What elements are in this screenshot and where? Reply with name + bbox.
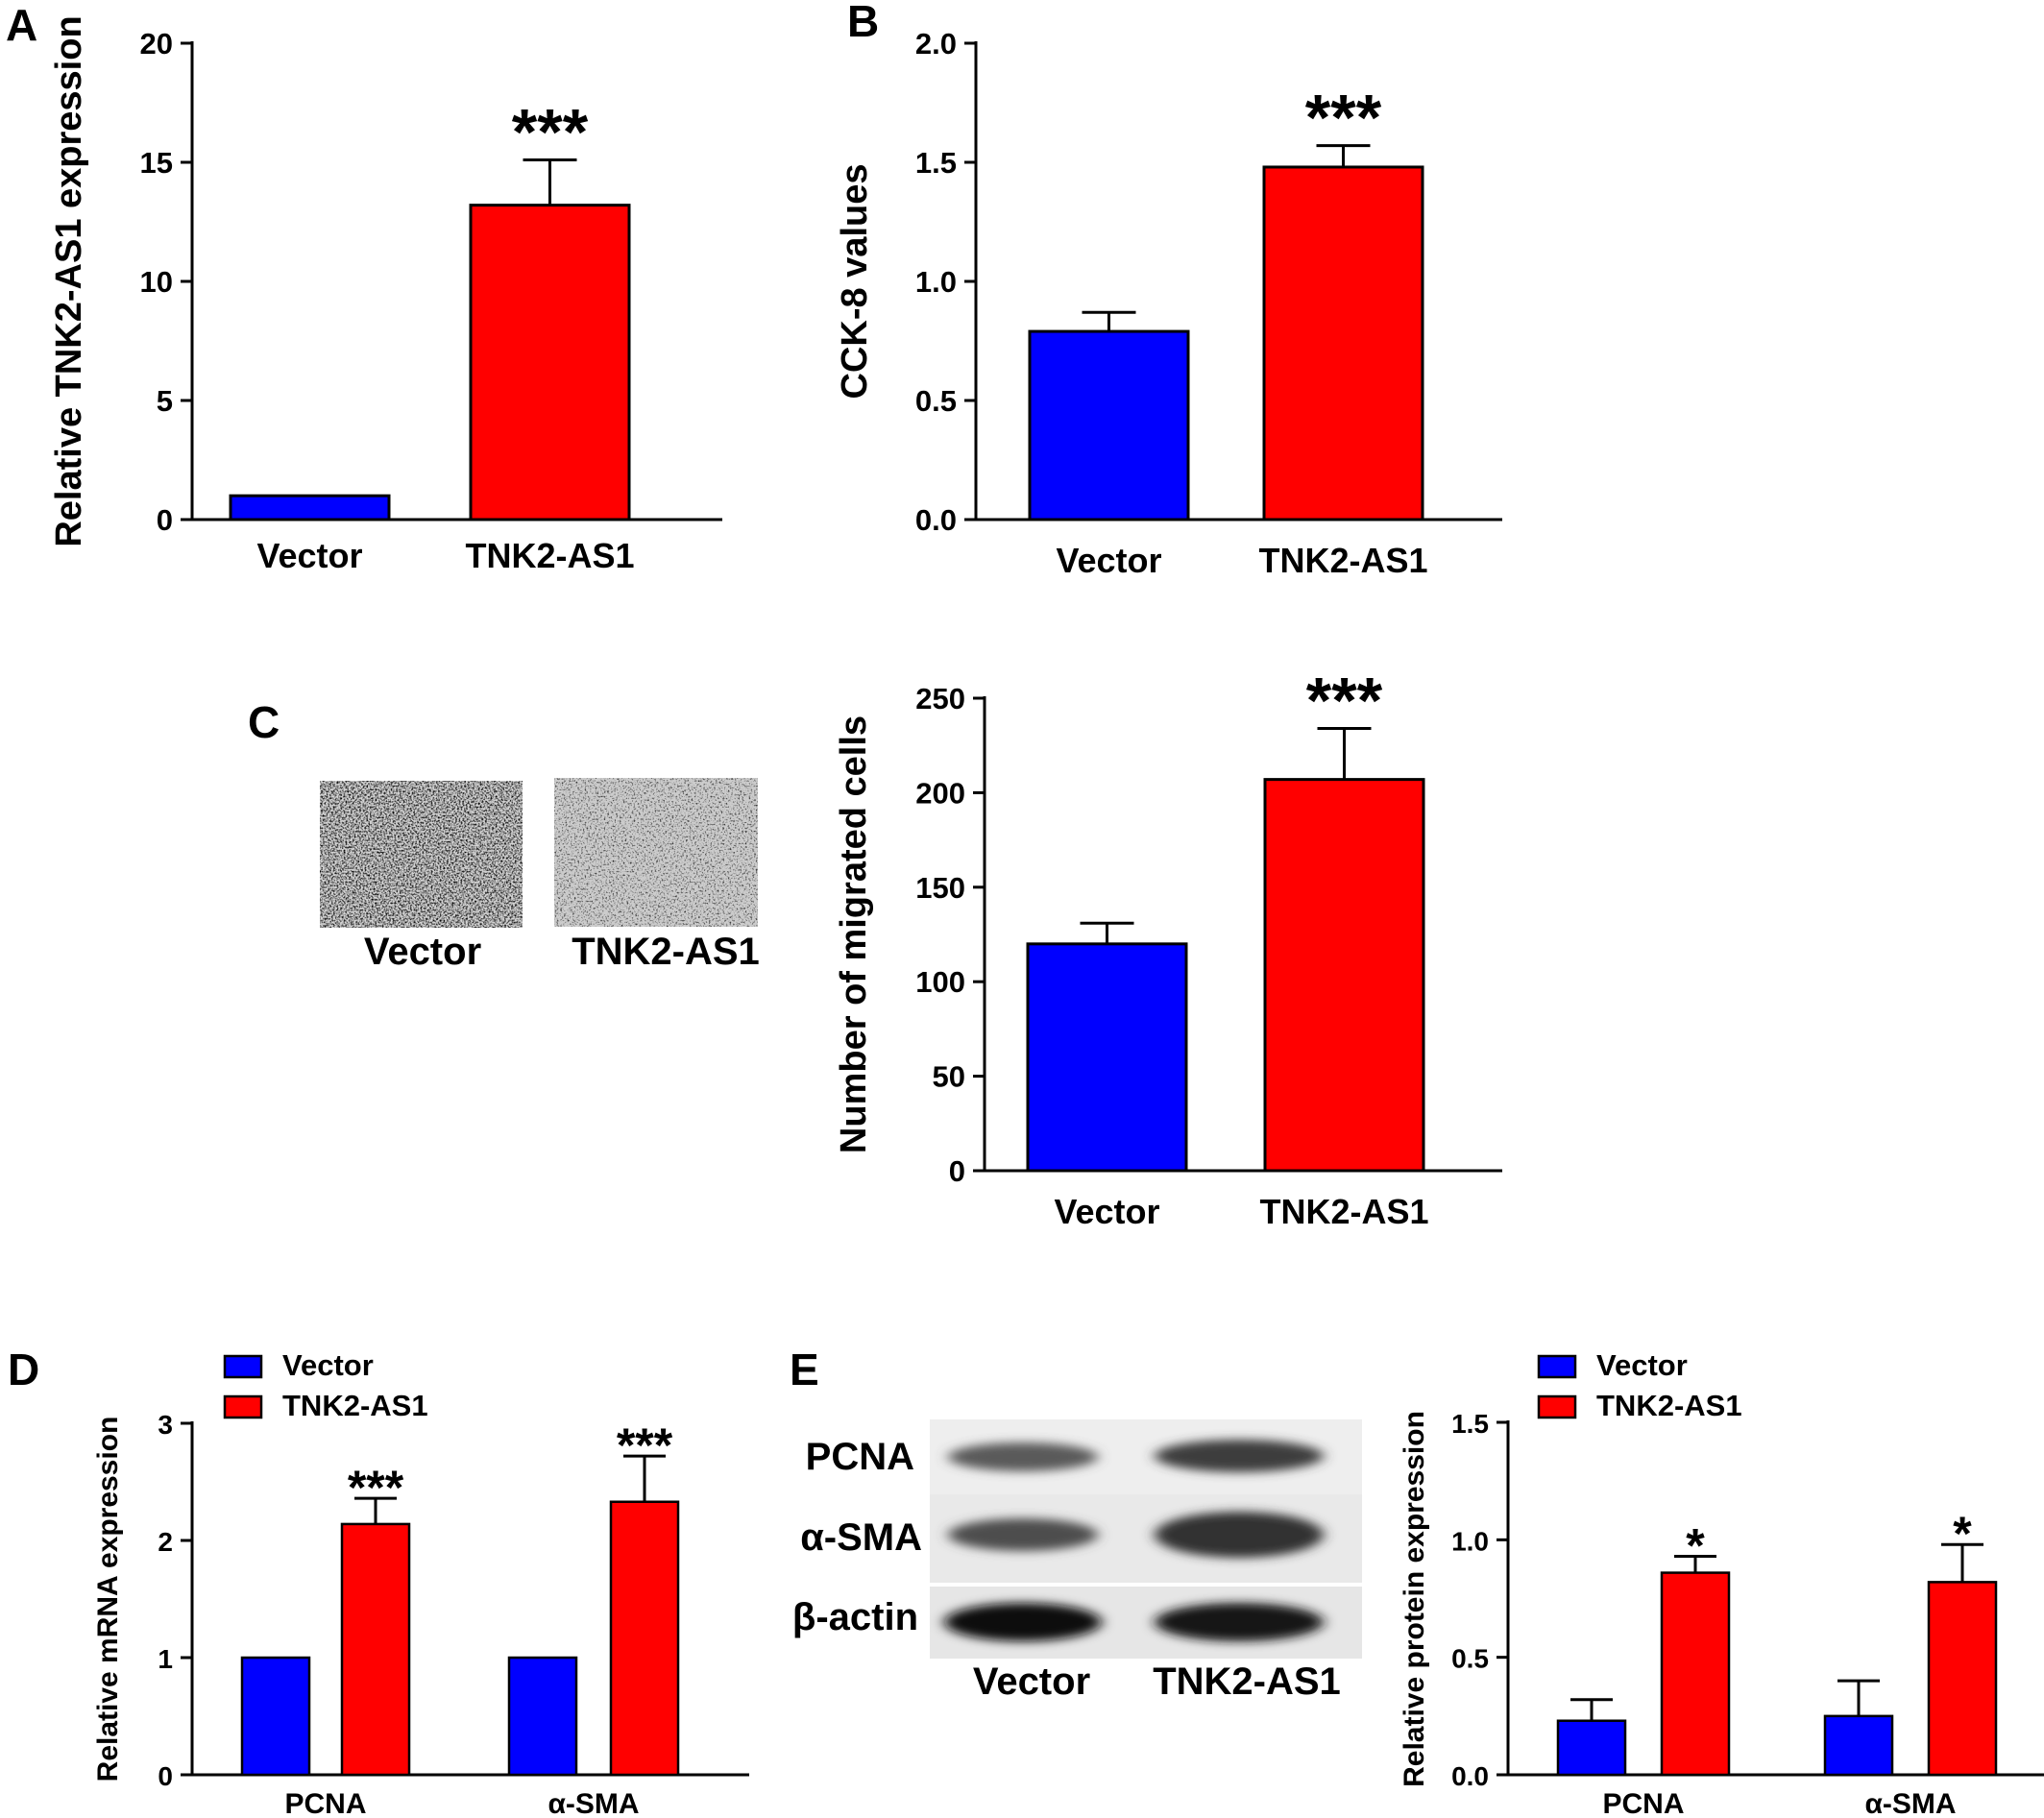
y-tick-label: 1.0: [915, 265, 957, 299]
legend-swatch-tnk2: [1537, 1394, 1577, 1419]
x-tick-label: α-SMA: [548, 1788, 639, 1818]
bar-vector: [240, 1656, 311, 1777]
bar-vector: [1823, 1714, 1894, 1777]
y-axis-label: CCK-8 values: [835, 164, 875, 400]
y-tick-label: 1.5: [915, 146, 957, 180]
blot-row-asma: α-SMA: [800, 1516, 922, 1559]
western-blot: PCNA α-SMA β-actin Vector TNK2-AS1: [792, 1419, 1362, 1703]
significance-marker: ***: [1305, 82, 1382, 155]
bar-tnk2: [1263, 778, 1425, 1173]
y-tick-label: 2: [158, 1527, 173, 1557]
blot-row-pcna: PCNA: [806, 1436, 914, 1478]
band-pcna-tnk2: [1155, 1440, 1324, 1472]
bar-tnk2: [1927, 1581, 1998, 1777]
y-tick-label: 250: [915, 682, 965, 715]
legend-swatch-vector: [223, 1354, 263, 1379]
x-tick-label: Vector: [1056, 541, 1161, 580]
y-tick-label: 150: [915, 871, 965, 905]
band-actin-vector: [944, 1603, 1102, 1641]
bar-vector: [229, 494, 391, 521]
bar-tnk2: [1660, 1571, 1731, 1777]
chart-e: 0.0 0.5 1.0 1.5 Relative protein expression *…: [1399, 1348, 2044, 1818]
bar-vector: [507, 1656, 578, 1777]
x-tick-label: Vector: [1054, 1192, 1159, 1231]
y-tick-label: 20: [140, 27, 173, 61]
micrograph-tnk2-texture: [554, 778, 758, 927]
y-tick-label: 10: [140, 265, 173, 299]
legend-label-vector: Vector: [282, 1348, 374, 1382]
bar-tnk2: [340, 1522, 411, 1777]
chart-b: 0.0 0.5 1.0 1.5 2.0 CCK-8 values Vector TNK2-AS…: [835, 27, 1502, 580]
chart-a: 0 5 10 15 20 Relative TNK2-AS1 expression Vect…: [49, 15, 722, 575]
y-tick-label: 0: [157, 503, 173, 537]
x-tick-label: α-SMA: [1864, 1788, 1956, 1818]
band-pcna-vector: [948, 1442, 1098, 1471]
chart-d: 0 1 2 3 Relative mRNA expression *** PCNA *** α-…: [92, 1348, 749, 1818]
y-tick-label: 15: [140, 146, 173, 180]
bar-tnk2: [1262, 165, 1424, 521]
significance-marker: ***: [512, 96, 589, 169]
band-asma-tnk2: [1155, 1512, 1324, 1558]
y-tick-label: 3: [158, 1410, 173, 1440]
y-tick-label: 2.0: [915, 27, 957, 61]
y-tick-label: 0.0: [1451, 1761, 1489, 1791]
y-axis-label: Relative protein expression: [1399, 1411, 1430, 1787]
legend-label-tnk2: TNK2-AS1: [1596, 1389, 1742, 1422]
bar-tnk2: [469, 204, 631, 521]
legend-swatch-tnk2: [223, 1394, 263, 1419]
panel-label-b: B: [847, 0, 879, 46]
y-tick-label: 0: [158, 1761, 173, 1791]
legend-label-vector: Vector: [1596, 1348, 1688, 1382]
y-tick-label: 100: [915, 965, 965, 999]
band-asma-vector: [948, 1518, 1098, 1551]
y-tick-label: 1: [158, 1644, 173, 1674]
bar-vector: [1028, 329, 1190, 521]
significance-marker: ***: [617, 1418, 673, 1472]
micrograph-label-tnk2: TNK2-AS1: [572, 931, 760, 973]
micrograph-vector-texture: [320, 781, 523, 928]
significance-marker: ***: [348, 1461, 404, 1515]
bar-vector: [1026, 942, 1188, 1173]
y-tick-label: 0.5: [915, 384, 957, 418]
y-tick-label: 5: [157, 384, 173, 418]
x-tick-label: TNK2-AS1: [1258, 541, 1427, 580]
blot-row-actin: β-actin: [792, 1596, 918, 1638]
x-tick-label: PCNA: [1602, 1788, 1684, 1818]
panel-label-d: D: [8, 1345, 39, 1394]
y-axis-label: Number of migrated cells: [834, 715, 874, 1153]
legend-label-tnk2: TNK2-AS1: [282, 1389, 428, 1422]
bar-vector: [1556, 1719, 1627, 1777]
blot-lane-vector: Vector: [973, 1660, 1090, 1703]
y-axis-label: Relative mRNA expression: [92, 1417, 124, 1782]
micrograph-panel: Vector TNK2-AS1: [320, 778, 760, 973]
panel-label-e: E: [790, 1345, 819, 1394]
micrograph-label-vector: Vector: [364, 931, 481, 973]
chart-c: 0 50 100 150 200 250 Number of migrated cells V…: [834, 664, 1502, 1231]
y-tick-label: 200: [915, 776, 965, 810]
x-tick-label: Vector: [256, 536, 362, 575]
y-tick-label: 1.0: [1451, 1526, 1489, 1556]
x-tick-label: TNK2-AS1: [465, 536, 634, 575]
significance-marker: ***: [1306, 664, 1383, 737]
y-tick-label: 1.5: [1451, 1409, 1489, 1439]
blot-lane-tnk2: TNK2-AS1: [1153, 1660, 1341, 1703]
y-tick-label: 0: [949, 1154, 965, 1188]
y-tick-label: 0.5: [1451, 1644, 1489, 1674]
x-tick-label: TNK2-AS1: [1259, 1192, 1428, 1231]
legend-swatch-vector: [1537, 1354, 1577, 1379]
y-axis-label: Relative TNK2-AS1 expression: [49, 15, 89, 546]
band-actin-tnk2: [1155, 1603, 1324, 1641]
significance-marker: *: [1953, 1507, 1972, 1561]
panel-label-a: A: [6, 0, 37, 50]
significance-marker: *: [1686, 1518, 1705, 1572]
panel-label-c: C: [248, 697, 280, 747]
y-tick-label: 0.0: [915, 503, 957, 537]
x-tick-label: PCNA: [284, 1788, 366, 1818]
bar-tnk2: [609, 1500, 680, 1777]
y-tick-label: 50: [933, 1060, 965, 1094]
